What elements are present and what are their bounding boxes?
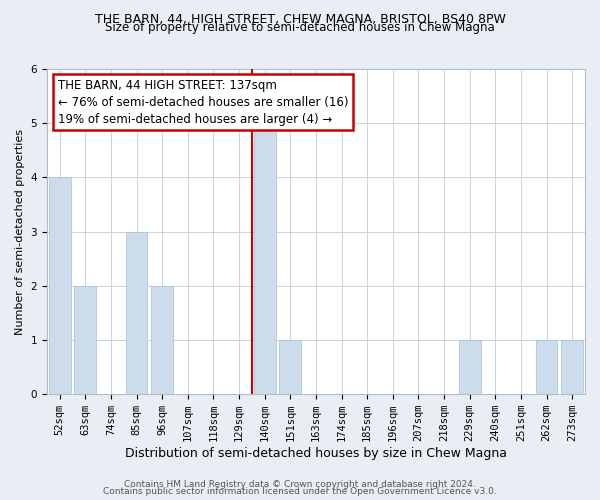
- Bar: [74, 286, 96, 394]
- Text: Contains HM Land Registry data © Crown copyright and database right 2024.: Contains HM Land Registry data © Crown c…: [124, 480, 476, 489]
- Text: THE BARN, 44 HIGH STREET: 137sqm
← 76% of semi-detached houses are smaller (16)
: THE BARN, 44 HIGH STREET: 137sqm ← 76% o…: [58, 79, 348, 126]
- Bar: [254, 123, 275, 394]
- Text: Size of property relative to semi-detached houses in Chew Magna: Size of property relative to semi-detach…: [105, 22, 495, 35]
- Bar: [151, 286, 173, 394]
- Text: Contains public sector information licensed under the Open Government Licence v3: Contains public sector information licen…: [103, 487, 497, 496]
- Bar: [459, 340, 481, 394]
- Bar: [125, 232, 148, 394]
- Y-axis label: Number of semi-detached properties: Number of semi-detached properties: [15, 128, 25, 334]
- X-axis label: Distribution of semi-detached houses by size in Chew Magna: Distribution of semi-detached houses by …: [125, 447, 507, 460]
- Bar: [536, 340, 557, 394]
- Bar: [280, 340, 301, 394]
- Text: THE BARN, 44, HIGH STREET, CHEW MAGNA, BRISTOL, BS40 8PW: THE BARN, 44, HIGH STREET, CHEW MAGNA, B…: [95, 12, 505, 26]
- Bar: [561, 340, 583, 394]
- Bar: [49, 178, 71, 394]
